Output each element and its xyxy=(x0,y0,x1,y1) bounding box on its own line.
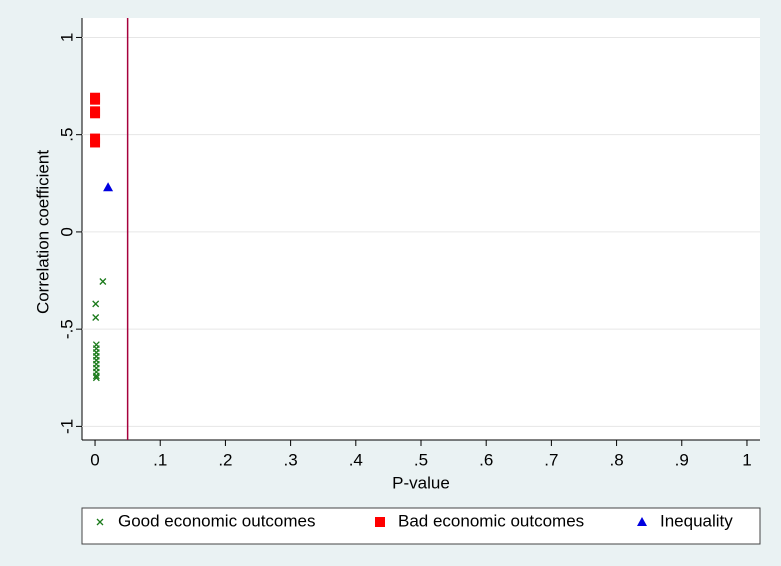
point xyxy=(90,137,101,148)
x-tick-label: .8 xyxy=(609,450,623,469)
plot-area xyxy=(82,18,760,440)
point xyxy=(90,94,101,105)
legend-label: Bad economic outcomes xyxy=(398,511,584,530)
legend-marker xyxy=(637,517,647,526)
x-tick-label: .3 xyxy=(284,450,298,469)
x-tick-label: .5 xyxy=(414,450,428,469)
point xyxy=(92,374,100,382)
point xyxy=(103,182,114,192)
x-tick-label: .1 xyxy=(153,450,167,469)
x-tick-label: 1 xyxy=(742,450,751,469)
legend-marker xyxy=(96,518,104,526)
y-axis-title: Correlation coefficient xyxy=(33,150,52,314)
point xyxy=(92,314,100,321)
x-tick-label: .4 xyxy=(349,450,363,469)
legend-marker xyxy=(375,517,385,527)
y-tick-label: -.5 xyxy=(57,319,76,339)
x-tick-label: 0 xyxy=(90,450,99,469)
legend-label: Good economic outcomes xyxy=(118,511,316,530)
x-axis-title: P-value xyxy=(392,473,450,492)
x-tick-label: .6 xyxy=(479,450,493,469)
point xyxy=(90,108,101,119)
y-tick-label: 1 xyxy=(57,33,76,42)
y-tick-label: .5 xyxy=(57,128,76,142)
x-tick-label: .9 xyxy=(675,450,689,469)
y-tick-label: -1 xyxy=(57,419,76,434)
x-tick-label: .2 xyxy=(218,450,232,469)
y-tick-label: 0 xyxy=(57,227,76,236)
legend-label: Inequality xyxy=(660,511,733,530)
point xyxy=(92,300,100,308)
point xyxy=(92,372,100,380)
point xyxy=(99,278,107,285)
x-tick-label: .7 xyxy=(544,450,558,469)
